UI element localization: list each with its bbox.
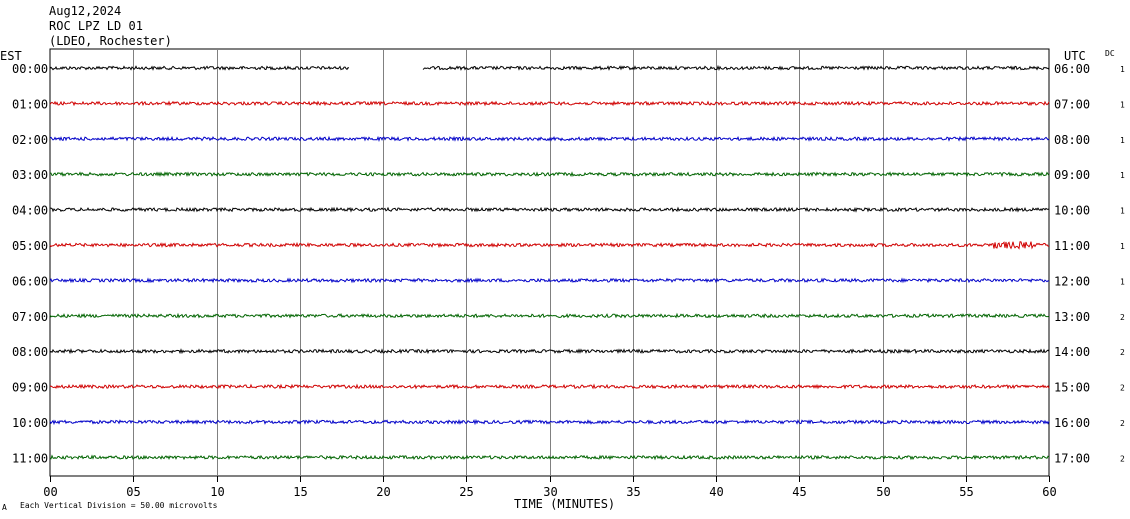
row-dc-value: 2 [1120,313,1125,322]
row-right-label: 15:00 [1054,381,1090,395]
row-right-label: 08:00 [1054,133,1090,147]
row-dc-value: 1 [1120,136,1125,145]
trace-0700 [49,312,1050,319]
row-left-label: 11:00 [12,451,48,465]
x-tick-label: 50 [876,485,890,499]
row-label-group: 00:00 06:00 1 01:00 07:00 1 02:00 08:00 1 03:00 09… [12,62,1125,465]
row-dc-value: 1 [1120,207,1125,216]
trace-0200 [49,135,1050,142]
row-dc-value: 2 [1120,348,1125,357]
x-tick-label: 60 [1042,485,1056,499]
x-tick-label: 55 [959,485,973,499]
x-axis-label: TIME (MINUTES) [514,497,616,511]
row-dc-value: 2 [1120,419,1125,428]
row-right-label: 10:00 [1054,204,1090,218]
trace-0800 [49,348,1050,355]
date-label: Aug12,2024 [49,4,122,18]
row-left-label: 10:00 [12,416,48,430]
row-dc-value: 2 [1120,454,1125,463]
trace-0300 [49,171,1050,178]
row-right-label: 17:00 [1054,451,1090,465]
row-left-label: 04:00 [12,204,48,218]
row-right-label: 11:00 [1054,239,1090,253]
x-tick-label: 35 [626,485,640,499]
row-right-label: 07:00 [1054,97,1090,111]
row-left-label: 01:00 [12,97,48,111]
x-tick-label: 00 [43,485,57,499]
row-right-label: 09:00 [1054,168,1090,182]
row-left-label: 03:00 [12,168,48,182]
grid-lines [49,48,1050,477]
x-tick-label: 40 [709,485,723,499]
row-dc-value: 1 [1120,171,1125,180]
row-dc-value: 1 [1120,65,1125,74]
row-left-label: 06:00 [12,274,48,288]
row-dc-value: 1 [1120,100,1125,109]
row-left-label: 09:00 [12,381,48,395]
x-tick-label: 10 [210,485,224,499]
row-left-label: 07:00 [12,310,48,324]
trace-1000 [49,418,1050,426]
row-left-label: 05:00 [12,239,48,253]
left-timezone-label: EST [0,49,22,63]
x-axis: 00 05 10 15 20 25 30 35 40 45 50 55 60 [43,476,1057,499]
plot-frame [49,48,1050,477]
row-right-label: 14:00 [1054,345,1090,359]
station-label: ROC LPZ LD 01 [49,19,143,33]
row-right-label: 13:00 [1054,310,1090,324]
helicorder-header: Aug12,2024 ROC LPZ LD 01 (LDEO, Rochester) [49,4,172,49]
trace-0100 [49,100,1050,107]
trace-0400 [50,206,1050,213]
row-right-label: 06:00 [1054,62,1090,76]
trace-0000 [49,64,1050,72]
x-tick-label: 20 [376,485,390,499]
trace-0900 [49,383,1050,390]
corner-mark: A [2,503,7,512]
trace-group [49,64,1050,461]
network-label: (LDEO, Rochester) [49,34,172,48]
row-left-label: 02:00 [12,133,48,147]
row-right-label: 12:00 [1054,274,1090,288]
x-tick-label: 45 [792,485,806,499]
trace-1100 [49,454,1050,461]
scale-note: Each Vertical Division = 50.00 microvolt… [20,501,218,510]
x-tick-label: 05 [126,485,140,499]
x-tick-label: 30 [543,485,557,499]
row-left-label: 00:00 [12,62,48,76]
x-tick-label: 15 [293,485,307,499]
row-dc-value: 1 [1120,242,1125,251]
x-tick-label: 25 [459,485,473,499]
trace-0600 [49,277,1050,284]
right-timezone-label: UTC [1064,49,1086,63]
trace-0500 [49,241,1049,250]
row-dc-value: 1 [1120,277,1125,286]
row-left-label: 08:00 [12,345,48,359]
row-dc-value: 2 [1120,384,1125,393]
row-right-label: 16:00 [1054,416,1090,430]
dc-label: DC [1105,49,1115,58]
